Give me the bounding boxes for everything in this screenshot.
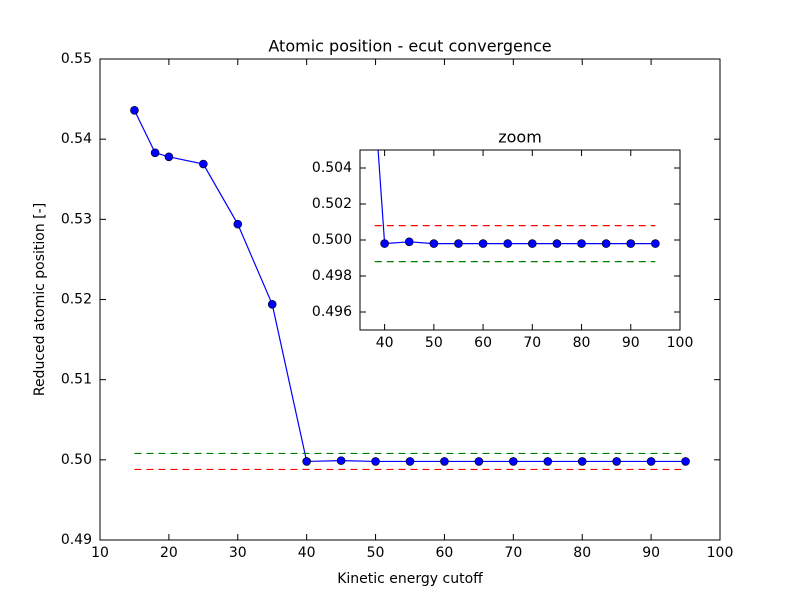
x-tick-label: 90 (642, 545, 660, 561)
data-point (528, 239, 537, 248)
y-tick-label: 0.49 (61, 532, 92, 548)
data-point (503, 239, 512, 248)
chart-title: zoom (498, 128, 542, 147)
x-tick-label: 100 (667, 335, 694, 351)
y-tick-label: 0.55 (61, 51, 92, 67)
data-point (601, 239, 611, 248)
data-point (336, 456, 346, 465)
data-point (380, 239, 389, 248)
data-point (404, 237, 414, 247)
x-tick-label: 50 (425, 335, 443, 351)
data-point (150, 148, 160, 158)
y-tick-label: 0.50 (61, 452, 92, 468)
data-point (474, 457, 484, 466)
y-tick-label: 0.502 (312, 196, 352, 212)
data-point (405, 457, 415, 466)
y-tick-label: 0.504 (312, 160, 352, 176)
axes: 40 50 60 70 80 90 100 0.496 0.498 0.500 0.502 0.504… (312, 128, 694, 352)
axes-background (360, 150, 680, 330)
data-point (233, 219, 243, 229)
x-tick-label: 40 (376, 335, 394, 351)
plot-area (374, 150, 660, 263)
data-point (302, 457, 311, 466)
data-point (454, 239, 463, 248)
x-tick-label: 90 (622, 335, 640, 351)
x-tick-label: 60 (436, 545, 454, 561)
data-point (371, 457, 380, 466)
x-tick-label: 100 (707, 545, 734, 561)
y-tick-label: 0.54 (61, 131, 92, 147)
chart-title: Atomic position - ecut convergence (268, 37, 551, 56)
x-tick-label: 20 (160, 545, 178, 561)
data-line (133, 110, 686, 463)
y-tick-label: 0.53 (61, 211, 92, 227)
data-point (552, 239, 562, 248)
data-point (577, 239, 586, 248)
x-tick-label: 80 (573, 335, 591, 351)
data-point (130, 106, 139, 115)
data-point (612, 457, 621, 466)
data-point (440, 457, 449, 466)
data-point (646, 457, 656, 466)
x-tick-label: 80 (573, 545, 591, 561)
data-point (164, 152, 174, 162)
y-tick-label: 0.52 (61, 292, 92, 308)
data-point (543, 457, 553, 466)
x-tick-label: 70 (523, 335, 541, 351)
y-tick-label: 0.500 (312, 232, 352, 248)
plot-area (130, 106, 690, 471)
data-point (626, 239, 636, 248)
data-point (429, 239, 439, 248)
y-tick-label: 0.496 (312, 304, 352, 320)
data-point (681, 457, 690, 466)
x-tick-label: 40 (298, 545, 316, 561)
data-point (509, 457, 518, 466)
y-axis-label: Reduced atomic position [-] (32, 203, 48, 396)
x-tick-label: 60 (474, 335, 492, 351)
y-tick-label: 0.498 (312, 268, 352, 284)
data-point (577, 457, 587, 466)
x-tick-label: 10 (91, 545, 109, 561)
data-point (478, 239, 488, 248)
x-tick-label: 70 (504, 545, 522, 561)
x-axis-label: Kinetic energy cutoff (337, 571, 483, 587)
data-point (199, 159, 208, 169)
y-tick-label: 0.51 (61, 372, 92, 388)
x-tick-label: 30 (229, 545, 247, 561)
x-tick-label: 50 (367, 545, 385, 561)
data-point (267, 300, 277, 309)
data-point (651, 239, 660, 248)
